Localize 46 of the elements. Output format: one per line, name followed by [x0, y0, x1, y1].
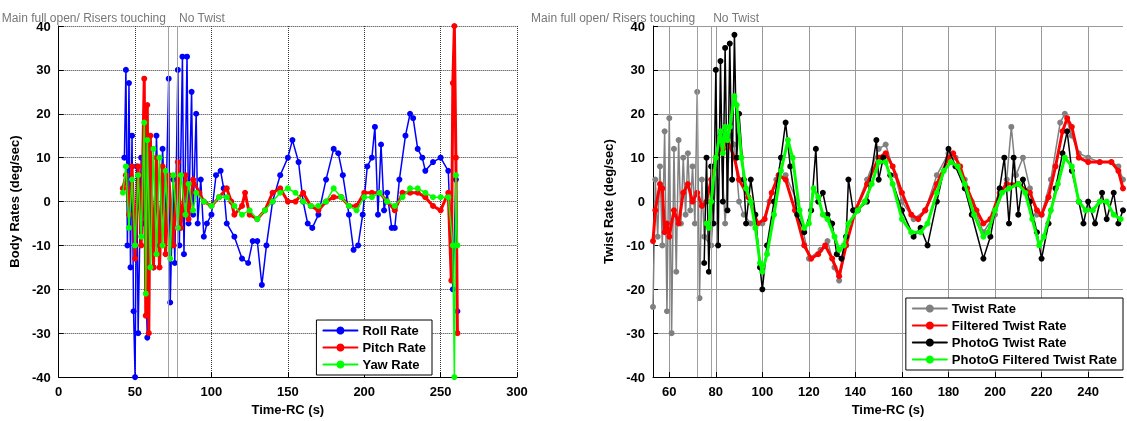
- y-tick-label: -40: [31, 369, 51, 385]
- legend-label: Roll Rate: [362, 323, 419, 338]
- x-axis-title: Time-RC (s): [251, 402, 325, 417]
- y-tick-label: 10: [630, 150, 645, 166]
- y-tick-label: 0: [43, 194, 51, 210]
- y-tick-label: -20: [626, 281, 645, 297]
- y-axis-title: Body Rates (deg/sec): [7, 135, 22, 268]
- legend-label: Twist Rate: [951, 301, 1016, 316]
- ref-line-label: No Twist: [713, 11, 760, 25]
- ref-line-label: No Twist: [179, 11, 226, 25]
- y-tick-label: 20: [630, 106, 645, 122]
- x-tick-label: 80: [708, 384, 724, 400]
- x-tick-label: 250: [429, 384, 452, 400]
- legend-label: Yaw Rate: [362, 357, 420, 372]
- y-tick-label: 30: [630, 62, 645, 78]
- x-tick-label: 140: [844, 384, 867, 400]
- x-tick-label: 180: [937, 384, 960, 400]
- y-tick-label: -10: [626, 237, 645, 253]
- y-axis-title: Twist Rate (deg/sec): [601, 139, 617, 264]
- x-tick-label: 50: [127, 384, 143, 400]
- x-tick-label: 220: [1030, 384, 1053, 400]
- y-tick-label: -30: [626, 325, 645, 341]
- x-tick-label: 150: [276, 384, 299, 400]
- x-axis-title: Time-RC (s): [851, 402, 925, 417]
- x-tick-label: 100: [751, 384, 774, 400]
- x-tick-label: 0: [55, 384, 63, 400]
- x-tick-label: 60: [662, 384, 677, 400]
- y-tick-label: 30: [36, 62, 51, 78]
- y-tick-label: 10: [36, 150, 51, 166]
- y-tick-label: 20: [36, 106, 51, 122]
- legend-label: Pitch Rate: [362, 340, 427, 355]
- legend-label: PhotoG Filtered Twist Rate: [951, 352, 1118, 367]
- y-tick-label: -40: [626, 369, 645, 385]
- x-tick-label: 240: [1077, 384, 1099, 400]
- legend-label: PhotoG Twist Rate: [951, 335, 1067, 350]
- legend-label: Filtered Twist Rate: [951, 318, 1067, 333]
- x-tick-label: 200: [984, 384, 1006, 400]
- y-tick-label: -20: [31, 281, 51, 297]
- x-tick-label: 100: [200, 384, 223, 400]
- x-tick-label: 200: [353, 384, 376, 400]
- y-tick-label: -10: [31, 237, 51, 253]
- y-tick-label: -30: [31, 325, 51, 341]
- x-tick-label: 300: [506, 384, 528, 400]
- x-tick-label: 120: [798, 384, 820, 400]
- x-tick-label: 160: [891, 384, 913, 400]
- y-tick-label: 0: [637, 194, 645, 210]
